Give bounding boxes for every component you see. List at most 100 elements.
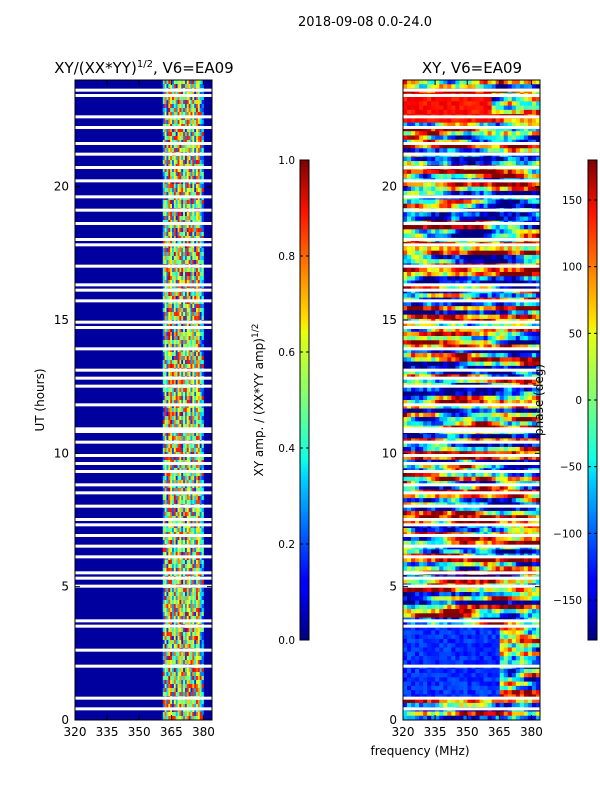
heatmap-cell [188,248,191,253]
heatmap-cell [162,464,166,469]
heatmap-cell [194,424,197,429]
heatmap-cell [173,96,177,101]
heatmap-cell [183,184,186,189]
heatmap-cell [188,104,191,109]
heatmap-cell [175,172,178,177]
heatmap-cell [184,560,188,565]
colorbar-tick-label: 0.6 [278,347,295,359]
heatmap-cell [173,84,177,89]
heatmap-cell [179,212,182,217]
heatmap-cell [197,128,201,133]
heatmap-cell [201,364,204,369]
heatmap-cell [194,304,197,309]
heatmap-cell [192,176,195,181]
heatmap-cell [173,212,177,217]
heatmap-cell [175,420,178,425]
heatmap-cell [166,564,169,569]
heatmap-cell [188,396,191,401]
heatmap-cell [170,564,173,569]
heatmap-cell [184,704,188,709]
heatmap-cell [419,246,424,252]
heatmap-cell [451,101,456,106]
heatmap-cell [483,216,489,222]
heatmap-cell [168,416,171,421]
heatmap-cell [201,496,204,501]
heatmap-cell [196,636,199,641]
heatmap-cell [166,304,169,309]
heatmap-cell [201,636,204,641]
heatmap-cell [495,225,501,230]
heatmap-cell [177,680,180,685]
heatmap-cell [172,528,175,533]
heatmap-cell [192,84,195,89]
heatmap-cell [519,144,525,149]
heatmap-cell [411,131,416,136]
heatmap-cell [475,105,480,111]
heatmap-cell [173,608,177,613]
heatmap-cell [201,272,204,277]
heatmap-cell [199,700,202,705]
heatmap-cell [455,225,460,230]
heatmap-cell [194,120,197,125]
heatmap-cell [423,105,428,111]
heatmap-cell [168,448,171,453]
heatmap-cell [173,528,177,533]
heatmap-cell [170,128,173,133]
heatmap-cell [177,336,180,341]
heatmap-cell [523,148,529,153]
heatmap-cell [184,432,188,437]
heatmap-cell [511,190,517,196]
heatmap-cell [196,212,199,217]
heatmap-cell [183,640,186,645]
heatmap-cell [168,668,171,673]
heatmap-cell [164,240,167,245]
heatmap-cell [463,203,468,209]
heatmap-cell [535,229,540,234]
heatmap-cell [162,596,166,601]
heatmap-cell [188,268,191,273]
heatmap-cell [507,216,513,222]
heatmap-cell [519,101,525,106]
heatmap-cell [175,268,178,273]
heatmap-cell [186,612,190,617]
heatmap-cell [467,156,472,162]
heatmap-cell [181,256,184,261]
heatmap-cell [168,344,171,349]
heatmap-cell [172,156,175,161]
heatmap-cell [177,352,180,357]
heatmap-cell [184,512,188,517]
heatmap-cell [511,169,517,175]
heatmap-cell [186,340,190,345]
heatmap-cell [194,652,197,657]
heatmap-cell [197,360,201,365]
heatmap-cell [475,229,480,234]
heatmap-cell [183,356,186,361]
heatmap-cell [175,104,178,109]
heatmap-cell [515,182,521,188]
heatmap-cell [166,680,169,685]
heatmap-cell [190,640,193,645]
heatmap-cell [168,564,171,569]
heatmap-cell [192,644,195,649]
heatmap-cell [173,488,177,493]
heatmap-cell [164,400,167,405]
heatmap-cell [166,84,169,89]
heatmap-cell [168,120,171,125]
heatmap-cell [186,184,190,189]
heatmap-cell [515,148,521,153]
heatmap-cell [186,496,190,501]
heatmap-cell [443,203,448,209]
heatmap-cell [199,380,202,385]
heatmap-cell [181,628,184,633]
heatmap-cell [164,336,167,341]
heatmap-cell [175,476,178,481]
heatmap-cell [196,112,199,117]
heatmap-cell [168,496,171,501]
heatmap-cell [186,396,190,401]
heatmap-cell [186,224,190,229]
heatmap-cell [190,596,193,601]
heatmap-cell [467,122,472,128]
heatmap-cell [192,412,195,417]
heatmap-cell [483,101,489,106]
heatmap-cell [164,560,167,565]
